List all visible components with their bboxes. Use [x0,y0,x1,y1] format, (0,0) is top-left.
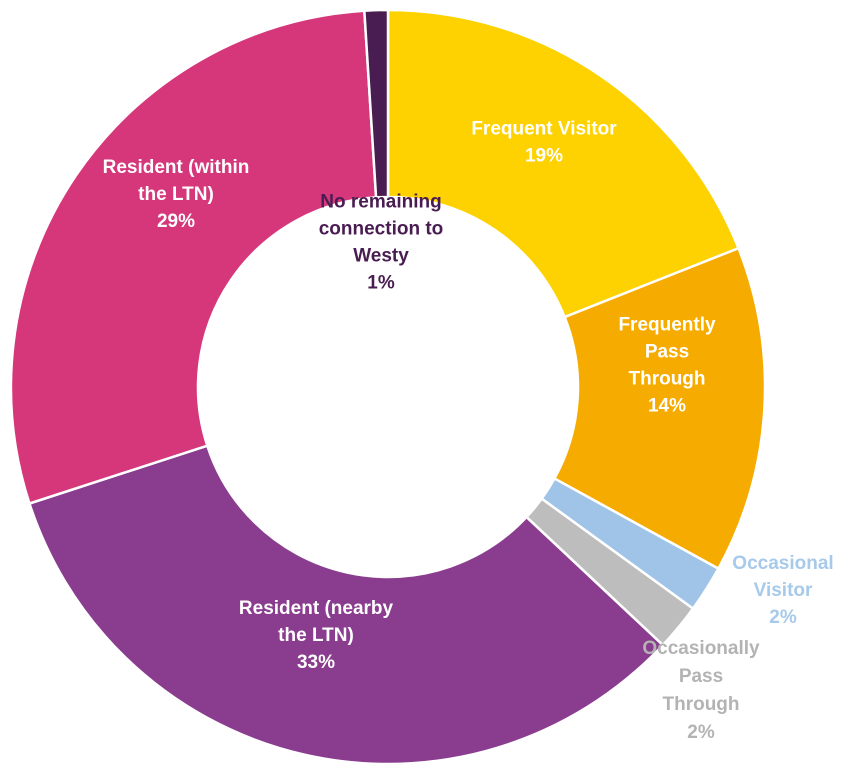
category-label-line: Pass [679,666,723,687]
category-label-line: connection to [319,219,444,240]
percent-label: 2% [769,607,797,628]
data-label-resident-nearby-the-ltn: Resident (nearby the LTN) 33% [239,598,394,673]
percent-label: 2% [687,722,715,743]
category-label-line: Through [662,694,739,715]
data-label-frequently-pass-through: Frequently Pass Through 14% [618,315,716,417]
slice-frequently-pass-through [552,246,767,571]
category-label-line: Frequent Visitor [471,119,617,140]
data-label-frequent-visitor: Frequent Visitor 19% [471,119,617,167]
slice-resident-nearby-the-ltn [27,444,665,766]
category-label-line: Visitor [754,580,813,601]
category-label-line: the LTN) [278,625,354,646]
category-label-line: Pass [645,342,689,363]
percent-label: 1% [367,273,395,294]
data-label-no-remaining-connection-to-westy: No remaining connection to Westy 1% [319,192,444,294]
category-label-line: Resident (nearby [239,598,394,619]
percent-label: 19% [525,146,563,167]
category-label-line: Occasional [732,553,833,574]
data-label-resident-within-the-ltn: Resident (within the LTN) 29% [103,157,250,232]
slice-frequent-visitor [386,8,741,319]
data-label-occasional-visitor: Occasional Visitor 2% [732,553,833,628]
category-label-line: Westy [353,246,409,267]
percent-label: 29% [157,211,195,232]
labels-group: Frequent Visitor 19% Frequently Pass Through… [103,119,834,744]
percent-label: 14% [648,396,686,417]
category-label-line: Frequently [618,315,716,336]
data-label-occasionally-pass-through: Occasionally Pass Through 2% [642,638,760,743]
slice-resident-within-the-ltn [9,9,378,506]
category-label-line: Through [628,369,705,390]
slices-group [9,8,767,766]
slice-no-remaining-connection-to-westy [363,8,390,199]
category-label-line: Occasionally [642,638,760,659]
category-label-line: No remaining [320,192,441,213]
percent-label: 33% [297,652,335,673]
category-label-line: Resident (within [103,157,250,178]
category-label-line: the LTN) [138,184,214,205]
